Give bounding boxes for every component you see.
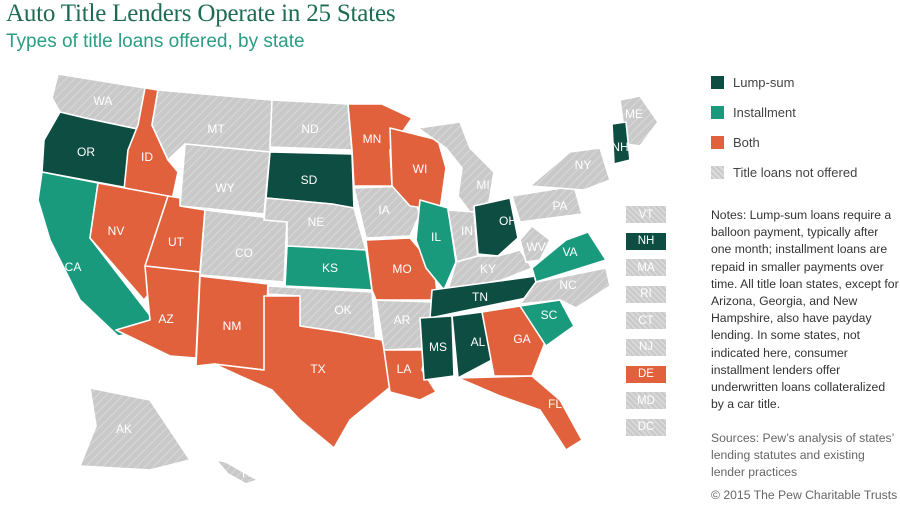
state-label-me: ME bbox=[625, 107, 643, 121]
state-label-mo: MO bbox=[392, 262, 411, 276]
state-label-co: CO bbox=[235, 246, 253, 260]
state-label-mt: MT bbox=[207, 122, 225, 136]
state-label-ne: NE bbox=[308, 215, 325, 229]
us-map: WA OR CA ID NV MT WY UT AZ CO NM ND SD NE KS OK TX MN IA MO… bbox=[37, 73, 659, 485]
state-shape-ak bbox=[79, 387, 191, 471]
state-shape-ms bbox=[419, 315, 455, 381]
state-label-oh: OH bbox=[499, 214, 517, 228]
state-label-nh: NH bbox=[611, 140, 628, 154]
state-label-va: VA bbox=[562, 245, 577, 259]
state-label-ks: KS bbox=[322, 261, 338, 275]
state-label-ca: CA bbox=[65, 260, 82, 274]
state-label-nm: NM bbox=[223, 319, 242, 333]
small-state-box-ma: MA bbox=[626, 259, 666, 277]
small-state-box-ct: CT bbox=[626, 312, 666, 330]
state-shape-oh bbox=[473, 197, 519, 257]
state-label-tx: TX bbox=[310, 362, 325, 376]
state-shape-hi bbox=[215, 459, 259, 485]
state-shape-wv bbox=[519, 225, 551, 263]
state-label-nd: ND bbox=[301, 122, 319, 136]
legend-swatch bbox=[711, 75, 724, 89]
state-label-ny: NY bbox=[575, 158, 592, 172]
state-shape-wy bbox=[179, 143, 271, 215]
small-states-list: VT NH MA RI CT NJ DE MD DC bbox=[626, 206, 668, 445]
state-shape-va bbox=[531, 231, 607, 283]
state-label-al: AL bbox=[471, 335, 486, 349]
state-label-ga: GA bbox=[513, 332, 530, 346]
state-label-id: ID bbox=[141, 150, 153, 164]
small-state-box-vt: VT bbox=[626, 206, 666, 223]
state-label-wa: WA bbox=[94, 94, 113, 108]
state-label-wy: WY bbox=[215, 181, 234, 195]
legend-label: Title loans not offered bbox=[733, 164, 858, 180]
map-subtitle: Types of title loans offered, by state bbox=[6, 31, 305, 52]
state-shape-tx bbox=[213, 295, 395, 449]
state-label-sc: SC bbox=[541, 308, 558, 322]
small-state-box-nj: NJ bbox=[626, 338, 666, 356]
state-label-ak: AK bbox=[116, 422, 132, 436]
legend-item-installment: Installment bbox=[711, 102, 857, 122]
legend-label: Lump-sum bbox=[733, 74, 795, 90]
state-label-wi: WI bbox=[413, 162, 428, 176]
state-label-ut: UT bbox=[168, 235, 185, 249]
state-label-ar: AR bbox=[394, 313, 411, 327]
state-shape-co bbox=[199, 209, 288, 283]
state-label-or: OR bbox=[77, 145, 95, 159]
state-label-az: AZ bbox=[158, 312, 173, 326]
legend-item-both: Both bbox=[711, 132, 857, 152]
sources-text: Sources: Pew’s analysis of states’ lendi… bbox=[711, 431, 894, 480]
state-label-ia: IA bbox=[378, 203, 389, 217]
legend-item-none: Title loans not offered bbox=[711, 162, 857, 182]
state-label-tn: TN bbox=[472, 290, 488, 304]
state-label-nc: NC bbox=[559, 278, 577, 292]
state-label-ok: OK bbox=[334, 303, 351, 317]
state-label-ky: KY bbox=[480, 262, 496, 276]
small-state-box-md: MD bbox=[626, 392, 666, 410]
small-state-box-ri: RI bbox=[626, 285, 666, 303]
state-label-fl: FL bbox=[548, 397, 562, 411]
state-shape-ny bbox=[529, 147, 611, 191]
state-label-il: IL bbox=[431, 230, 441, 244]
state-label-hi: HI bbox=[242, 466, 254, 480]
map-title: Auto Title Lenders Operate in 25 States bbox=[6, 0, 396, 27]
copyright-text: © 2015 The Pew Charitable Trusts bbox=[711, 488, 898, 502]
small-state-box-de: DE bbox=[626, 365, 666, 383]
state-label-ms: MS bbox=[429, 340, 447, 354]
state-label-sd: SD bbox=[301, 173, 318, 187]
state-label-la: LA bbox=[397, 362, 412, 376]
state-label-mn: MN bbox=[363, 132, 382, 146]
state-label-pa: PA bbox=[552, 199, 567, 213]
small-state-box-dc: DC bbox=[626, 418, 666, 436]
state-shape-nc bbox=[519, 267, 611, 309]
legend-swatch bbox=[711, 135, 724, 149]
legend-item-lump-sum: Lump-sum bbox=[711, 72, 857, 92]
state-label-nv: NV bbox=[108, 224, 125, 238]
legend-label: Installment bbox=[733, 104, 796, 120]
state-label-in: IN bbox=[461, 224, 473, 238]
state-shape-fl bbox=[457, 375, 583, 451]
legend-swatch bbox=[711, 105, 724, 119]
notes-text: Notes: Lump-sum loans require a balloon … bbox=[711, 208, 899, 412]
state-shape-pa bbox=[511, 185, 583, 223]
state-shape-nh bbox=[611, 121, 631, 165]
legend-swatch bbox=[711, 165, 724, 179]
state-label-mi: MI bbox=[476, 178, 489, 192]
state-label-wv: WV bbox=[526, 240, 545, 254]
legend-label: Both bbox=[733, 134, 760, 150]
small-state-box-nh: NH bbox=[626, 232, 666, 250]
legend: Lump-sum Installment Both Title loans not o… bbox=[711, 72, 857, 192]
state-shape-ga bbox=[481, 305, 547, 377]
